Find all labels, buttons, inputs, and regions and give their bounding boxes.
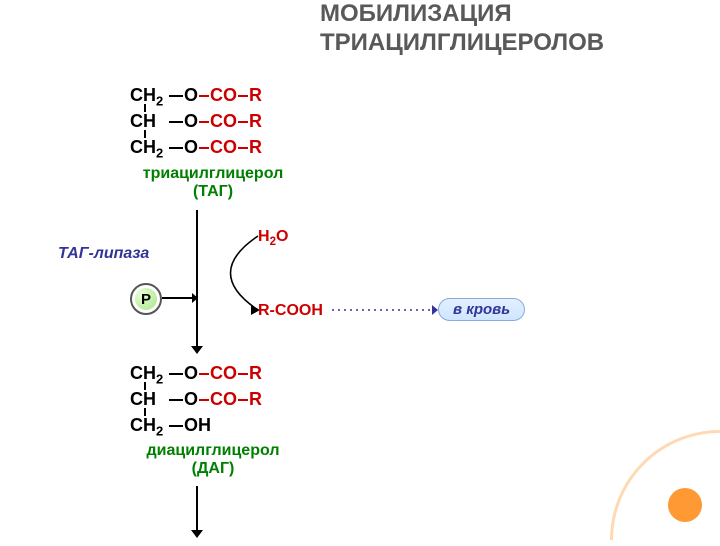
o-atom: O	[184, 389, 198, 409]
molecule-row: CH2OCOR	[130, 360, 262, 386]
bond	[238, 121, 248, 123]
oh-group: OH	[184, 415, 211, 435]
bond	[199, 373, 209, 375]
r-group: R	[249, 85, 262, 105]
molecule-row: CH2OCOR	[130, 134, 262, 160]
ch-group: CH	[130, 386, 168, 412]
to-blood-chip[interactable]: в кровь	[438, 298, 525, 321]
phosphate-p-circle: P	[130, 283, 162, 315]
ch-group: CH2	[130, 412, 168, 445]
bond	[238, 147, 248, 149]
bond	[199, 399, 209, 401]
r-group: R	[249, 363, 262, 383]
dag-label: диацилглицерол (ДАГ)	[113, 442, 313, 478]
bond	[169, 373, 183, 375]
molecule-row: CH2OH	[130, 412, 262, 438]
to-blood-dotted-arrow	[332, 303, 440, 317]
co-group: CO	[210, 137, 237, 157]
bond-vertical	[144, 130, 146, 138]
h2o-label: H2O	[258, 228, 288, 248]
bond	[238, 399, 248, 401]
bond	[199, 95, 209, 97]
o-atom: O	[184, 111, 198, 131]
dag-molecule: CH2OCORCHOCORCH2OH	[130, 360, 262, 438]
rcooh-label: R-COOH	[258, 302, 323, 320]
o-atom: O	[184, 85, 198, 105]
ch-group: CH	[130, 108, 168, 134]
r-group: R	[249, 137, 262, 157]
tag-label: триацилглицерол (ТАГ)	[113, 165, 313, 201]
bond	[199, 147, 209, 149]
bond	[238, 95, 248, 97]
bond	[169, 121, 183, 123]
hydrolysis-curved-arrow	[197, 223, 317, 343]
o-atom: O	[184, 137, 198, 157]
bond	[238, 373, 248, 375]
bond	[169, 95, 183, 97]
r-group: R	[249, 111, 262, 131]
co-group: CO	[210, 389, 237, 409]
p-arrow	[162, 291, 200, 305]
ch-group: CH2	[130, 134, 168, 167]
co-group: CO	[210, 85, 237, 105]
tag-molecule: CH2OCORCHOCORCH2OCOR	[130, 82, 262, 160]
page-title: МОБИЛИЗАЦИЯ ТРИАЦИЛГЛИЦЕРОЛОВ	[320, 0, 700, 58]
r-group: R	[249, 389, 262, 409]
bond	[169, 399, 183, 401]
o-atom: O	[184, 363, 198, 383]
molecule-row: CH2OCOR	[130, 82, 262, 108]
corner-dot	[668, 488, 702, 522]
molecule-row: CH O CO R	[130, 108, 262, 134]
bond-vertical	[144, 104, 146, 112]
corner-arc	[610, 430, 720, 540]
bond	[199, 121, 209, 123]
bond-vertical	[144, 382, 146, 390]
bond	[169, 147, 183, 149]
co-group: CO	[210, 111, 237, 131]
bond	[169, 425, 183, 427]
p-label: P	[135, 288, 157, 310]
enzyme-label: ТАГ-липаза	[58, 245, 149, 263]
dag-down-arrow	[187, 486, 207, 546]
co-group: CO	[210, 363, 237, 383]
molecule-row: CH O CO R	[130, 386, 262, 412]
bond-vertical	[144, 408, 146, 416]
